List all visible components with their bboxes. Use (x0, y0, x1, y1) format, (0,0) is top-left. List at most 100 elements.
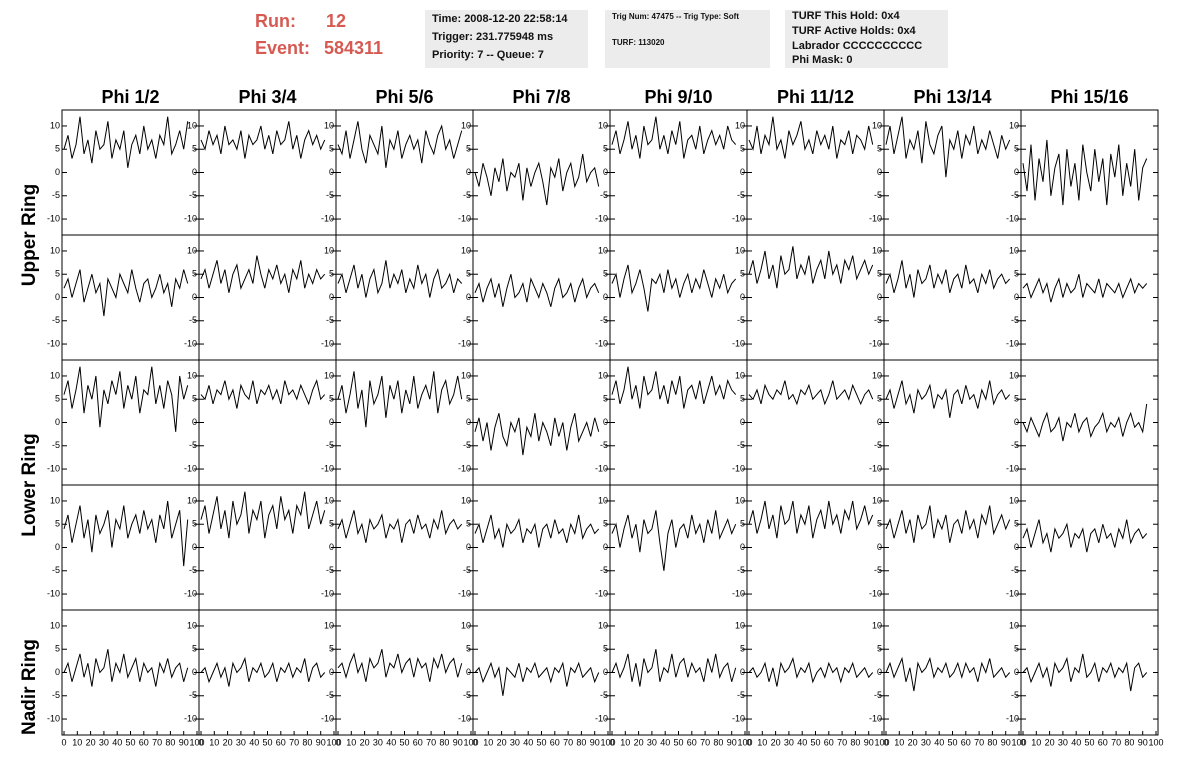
x-tick-label: 60 (276, 737, 286, 747)
y-tick-label: 5 (603, 144, 608, 154)
y-tick-label: 10 (735, 120, 745, 130)
y-tick-label: -10 (732, 463, 745, 473)
y-tick-label: -5 (52, 690, 60, 700)
y-tick-label: 0 (329, 417, 334, 427)
run-value: 12 (326, 11, 346, 31)
x-tick-label: 70 (563, 737, 573, 747)
y-tick-label: 0 (1014, 667, 1019, 677)
y-tick-label: -10 (869, 213, 882, 223)
y-tick-label: 10 (872, 120, 882, 130)
y-tick-label: 5 (1014, 519, 1019, 529)
x-tick-label: 70 (700, 737, 710, 747)
panel-frame (609, 234, 748, 361)
y-tick-label: 5 (1014, 644, 1019, 654)
x-tick-label: 80 (439, 737, 449, 747)
x-tick-label: 0 (335, 737, 340, 747)
column-title: Phi 15/16 (1050, 87, 1128, 107)
panel-frame (609, 359, 748, 486)
x-tick-label: 30 (647, 737, 657, 747)
row-title: Upper Ring (19, 184, 40, 286)
y-tick-label: -10 (47, 338, 60, 348)
y-tick-label: -10 (732, 338, 745, 348)
y-tick-label: -5 (52, 315, 60, 325)
waveform (474, 274, 600, 307)
y-tick-label: -10 (458, 713, 471, 723)
waveform (474, 153, 600, 206)
y-tick-label: 10 (735, 495, 745, 505)
panel-frame (198, 359, 337, 486)
y-tick-label: 5 (740, 269, 745, 279)
y-tick-label: -10 (869, 463, 882, 473)
y-tick-label: 5 (55, 144, 60, 154)
waveform (474, 514, 600, 548)
x-tick-label: 40 (523, 737, 533, 747)
y-tick-label: 5 (55, 644, 60, 654)
x-tick-label: 30 (236, 737, 246, 747)
panel-frame (746, 359, 885, 486)
x-tick-label: 30 (510, 737, 520, 747)
y-tick-label: 5 (466, 394, 471, 404)
y-tick-label: 10 (187, 370, 197, 380)
x-tick-label: 50 (810, 737, 820, 747)
panel-frame (746, 234, 885, 361)
waveform (63, 649, 189, 687)
x-tick-label: 40 (1071, 737, 1081, 747)
x-tick-label: 90 (864, 737, 874, 747)
y-tick-label: 5 (740, 144, 745, 154)
y-tick-label: -5 (600, 315, 608, 325)
y-tick-label: 10 (324, 370, 334, 380)
waveform (337, 260, 463, 298)
y-tick-label: 10 (50, 120, 60, 130)
y-tick-label: -10 (1006, 463, 1019, 473)
y-tick-label: 0 (55, 542, 60, 552)
panel-frame (746, 109, 885, 236)
waveform (474, 413, 600, 456)
x-tick-label: 0 (61, 737, 66, 747)
y-tick-label: 5 (329, 144, 334, 154)
y-tick-label: -10 (732, 588, 745, 598)
panel-frame (335, 234, 474, 361)
y-tick-label: 10 (598, 370, 608, 380)
y-tick-label: 0 (55, 292, 60, 302)
x-tick-label: 10 (72, 737, 82, 747)
x-tick-label: 50 (262, 737, 272, 747)
waveform (1022, 519, 1148, 553)
x-tick-label: 90 (1001, 737, 1011, 747)
x-tick-label: 0 (746, 737, 751, 747)
x-tick-label: 20 (908, 737, 918, 747)
y-tick-label: -10 (184, 588, 197, 598)
x-tick-label: 60 (550, 737, 560, 747)
panel-frame (746, 484, 885, 611)
y-tick-label: 0 (192, 542, 197, 552)
waveform (1022, 403, 1148, 442)
panel-frame (61, 484, 200, 611)
y-tick-label: 10 (461, 620, 471, 630)
y-tick-label: 5 (329, 519, 334, 529)
x-tick-label: 40 (249, 737, 259, 747)
y-tick-label: -10 (184, 463, 197, 473)
y-tick-label: -10 (184, 213, 197, 223)
y-tick-label: 10 (461, 495, 471, 505)
waveform (885, 116, 1011, 178)
y-tick-label: 10 (872, 245, 882, 255)
y-tick-label: 5 (1014, 394, 1019, 404)
y-tick-label: 10 (598, 245, 608, 255)
y-tick-label: -5 (874, 690, 882, 700)
y-tick-label: 10 (1009, 245, 1019, 255)
y-tick-label: 10 (187, 495, 197, 505)
x-tick-label: 60 (687, 737, 697, 747)
y-tick-label: 10 (187, 245, 197, 255)
y-tick-label: 10 (50, 620, 60, 630)
waveform (1022, 139, 1148, 206)
x-tick-label: 60 (824, 737, 834, 747)
y-tick-label: 0 (466, 542, 471, 552)
y-tick-label: 10 (598, 495, 608, 505)
info-line: Phi Mask: 0 (792, 54, 853, 66)
y-tick-label: -5 (737, 315, 745, 325)
x-tick-label: 20 (86, 737, 96, 747)
y-tick-label: 0 (877, 167, 882, 177)
y-tick-label: 5 (192, 519, 197, 529)
y-tick-label: 5 (466, 644, 471, 654)
info-line: Labrador CCCCCCCCCC (792, 40, 922, 52)
